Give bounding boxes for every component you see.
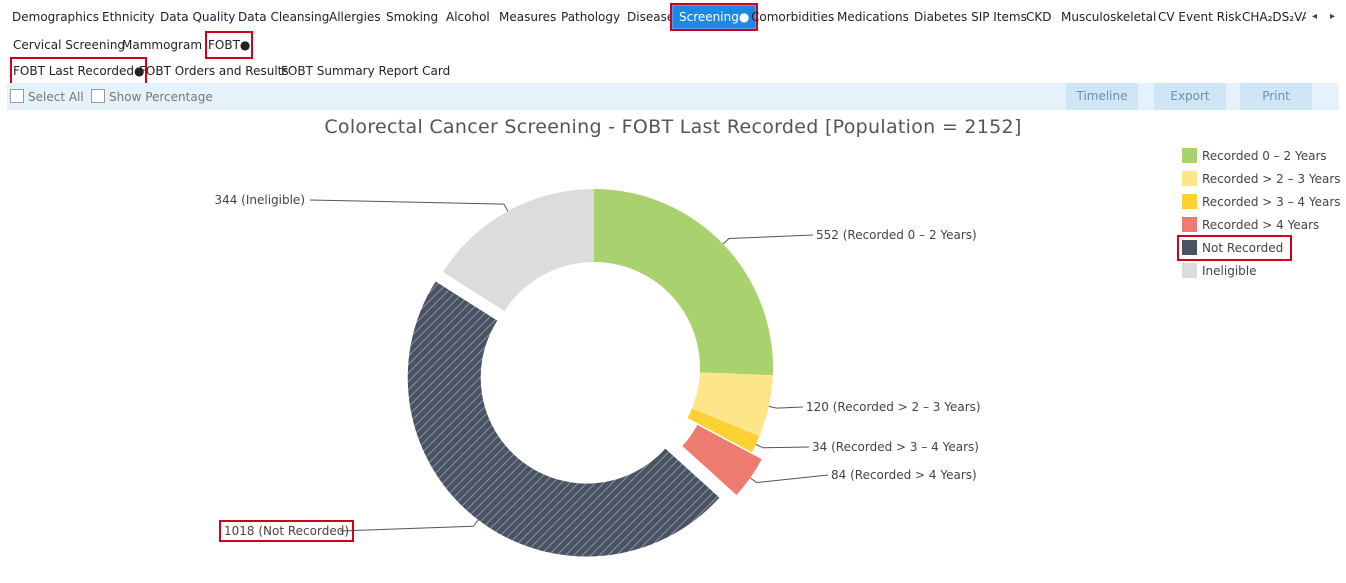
legend-label: Ineligible <box>1202 264 1257 278</box>
screening-subtab-bar: Cervical Screening Mammogram FOBT● <box>0 31 1346 59</box>
export-button[interactable]: Export <box>1154 83 1226 110</box>
legend-label: Recorded > 4 Years <box>1202 218 1320 232</box>
slice-ineligible[interactable] <box>442 189 594 312</box>
slice-not-recorded[interactable] <box>407 281 720 557</box>
checkbox-box[interactable] <box>10 89 24 103</box>
fobt-subtab-bar: FOBT Last Recorded● FOBT Orders and Resu… <box>0 57 1346 85</box>
legend-swatch <box>1182 194 1197 209</box>
legend-swatch <box>1182 263 1197 278</box>
leader-line <box>755 443 810 449</box>
tab-data-cleansing[interactable]: Data Cleansing <box>238 10 330 24</box>
checkbox-box[interactable] <box>91 89 105 103</box>
leader-line <box>309 199 509 212</box>
tab-fobt-summary-report-card[interactable]: FOBT Summary Report Card <box>281 64 451 78</box>
slice-recorded-3-4-years[interactable] <box>687 408 760 453</box>
legend-label: Recorded > 3 – 4 Years <box>1202 195 1341 209</box>
tab-smoking[interactable]: Smoking <box>386 10 439 24</box>
tab-ckd[interactable]: CKD <box>1026 10 1052 24</box>
slice-data-label: 34 (Recorded > 3 – 4 Years) <box>812 440 979 454</box>
tab-data-quality[interactable]: Data Quality <box>160 10 236 24</box>
tab-pathology[interactable]: Pathology <box>561 10 621 24</box>
tab-alcohol[interactable]: Alcohol <box>446 10 490 24</box>
tab-mammogram[interactable]: Mammogram <box>122 38 203 52</box>
legend-swatch <box>1182 148 1197 163</box>
leader-line <box>339 519 479 532</box>
tab-cervical-screening[interactable]: Cervical Screening <box>13 38 126 52</box>
legend-label: Not Recorded <box>1202 241 1284 255</box>
slice-data-label: 1018 (Not Recorded) <box>224 524 349 538</box>
tab-medications[interactable]: Medications <box>837 10 909 24</box>
show-percentage-checkbox[interactable]: Show Percentage <box>91 89 213 105</box>
print-button[interactable]: Print <box>1240 83 1312 110</box>
legend-swatch <box>1182 217 1197 232</box>
slice-data-label: 552 (Recorded 0 – 2 Years) <box>816 228 977 242</box>
leader-line <box>722 234 814 245</box>
slice-recorded-2-3-years[interactable] <box>691 372 773 437</box>
legend-item-recorded-4-years[interactable]: Recorded > 4 Years <box>1182 217 1319 233</box>
legend-label: Recorded 0 – 2 Years <box>1202 149 1327 163</box>
legend-swatch <box>1182 171 1197 186</box>
legend-item-not-recorded[interactable]: Not Recorded <box>1176 235 1293 261</box>
show-percentage-label: Show Percentage <box>109 90 213 104</box>
tab-demographics[interactable]: Demographics <box>12 10 99 24</box>
legend-item-recorded-0-2-years[interactable]: Recorded 0 – 2 Years <box>1182 148 1327 164</box>
legend-item-ineligible[interactable]: Ineligible <box>1182 263 1256 279</box>
leader-line <box>749 474 829 484</box>
tab-comorbidities[interactable]: Comorbidities <box>751 10 835 24</box>
tabs-scroll-right-icon[interactable]: ▸ <box>1330 11 1336 22</box>
slice-recorded-4-years[interactable] <box>682 424 762 496</box>
legend-swatch <box>1182 240 1197 255</box>
select-all-label: Select All <box>28 90 84 104</box>
tab-diabetes-sip-items[interactable]: Diabetes SIP Items <box>914 10 1027 24</box>
tab-musculoskeletal[interactable]: Musculoskeletal <box>1061 10 1157 24</box>
tab-cv-event-risk[interactable]: CV Event Risk <box>1158 10 1242 24</box>
leader-line <box>768 405 804 409</box>
tab-cha2ds2va[interactable]: CHA₂DS₂VA <box>1242 10 1306 24</box>
legend-label: Recorded > 2 – 3 Years <box>1202 172 1341 186</box>
legend-item-recorded-2-3-years[interactable]: Recorded > 2 – 3 Years <box>1182 171 1341 187</box>
chart-title: Colorectal Cancer Screening - FOBT Last … <box>324 116 1022 138</box>
tabs-scroll-left-icon[interactable]: ◂ <box>1312 11 1318 22</box>
chart-toolbar: Select All Show Percentage Timeline Expo… <box>7 83 1339 110</box>
tab-ethnicity[interactable]: Ethnicity <box>102 10 155 24</box>
slice-data-label: 120 (Recorded > 2 – 3 Years) <box>806 400 981 414</box>
tab-fobt[interactable]: FOBT● <box>204 31 254 59</box>
select-all-checkbox[interactable]: Select All <box>10 89 84 105</box>
tab-allergies[interactable]: Allergies <box>329 10 381 24</box>
tab-fobt-orders-results[interactable]: FOBT Orders and Results <box>139 64 289 78</box>
slice-data-label: 84 (Recorded > 4 Years) <box>831 468 977 482</box>
tab-fobt-last-recorded[interactable]: FOBT Last Recorded● <box>9 57 148 85</box>
slice-recorded-0-2-years[interactable] <box>594 189 773 376</box>
highlight-box <box>219 520 355 542</box>
timeline-button[interactable]: Timeline <box>1066 83 1138 110</box>
legend-item-recorded-3-4-years[interactable]: Recorded > 3 – 4 Years <box>1182 194 1341 210</box>
tab-screening[interactable]: Screening● <box>669 3 759 31</box>
tab-measures[interactable]: Measures <box>499 10 557 24</box>
top-tab-bar: Demographics Ethnicity Data Quality Data… <box>0 3 1346 31</box>
tab-disease[interactable]: Disease <box>627 10 675 24</box>
slice-data-label: 344 (Ineligible) <box>214 193 305 207</box>
